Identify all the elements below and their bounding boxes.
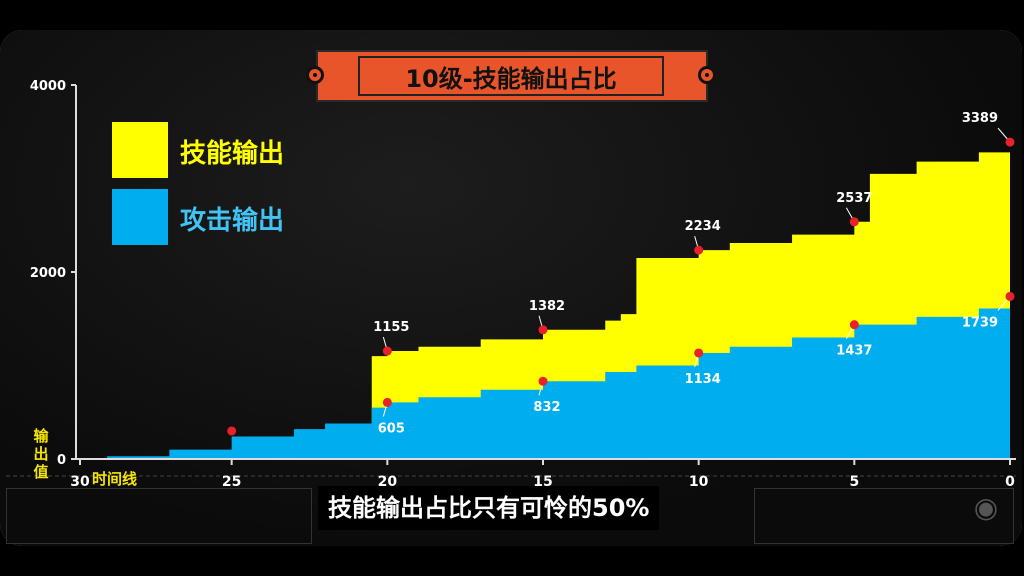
bottom-panel-left [6, 488, 312, 544]
legend-swatch-skill [112, 122, 168, 178]
annotation-marker [694, 348, 704, 358]
chart-title: 10级-技能输出占比 [405, 64, 617, 93]
y-tick-label: 0 [57, 453, 66, 468]
annotation-marker [1005, 291, 1015, 301]
annotation-marker [227, 426, 237, 436]
annotation-label: 1437 [836, 344, 872, 359]
series-area-attack [107, 296, 1011, 459]
video-subtitle: 技能输出占比只有可怜的50% [318, 486, 660, 530]
y-axis-name-3: 值 [33, 463, 49, 481]
annotation-label: 605 [378, 421, 405, 436]
annotation-label: 3389 [962, 111, 998, 126]
legend-label-skill: 技能输出 [180, 139, 285, 169]
annotation-label: 832 [533, 400, 560, 415]
legend-label-attack: 攻击输出 [180, 206, 285, 236]
annotation-marker [849, 217, 859, 227]
annotation-label: 1382 [529, 299, 565, 314]
y-tick-label: 4000 [30, 79, 66, 94]
annotation-label: 1739 [962, 315, 998, 330]
y-axis-name-1: 输 [33, 427, 49, 445]
bottom-panel-right [754, 488, 1014, 544]
y-tick-label: 2000 [30, 266, 66, 281]
x-axis-name: 时间线 [92, 470, 138, 488]
x-tick-label: 10 [689, 474, 709, 490]
annotation-marker [694, 245, 704, 255]
annotation-marker [538, 376, 548, 386]
annotation-marker [1005, 137, 1015, 147]
annotation-label: 2234 [685, 219, 721, 234]
x-tick-label: 30 [70, 474, 90, 490]
annotation-label: 2537 [836, 191, 872, 206]
annotation-marker [849, 320, 859, 330]
annotation-marker [382, 397, 392, 407]
bilibili-watermark-icon: ◉ [973, 491, 999, 524]
target-icon-left [306, 66, 324, 84]
annotation-marker [382, 346, 392, 356]
annotation-label: 1155 [373, 320, 409, 335]
x-tick-label: 5 [849, 474, 859, 490]
annotation-marker [538, 325, 548, 335]
x-tick-label: 25 [222, 474, 241, 490]
target-icon-right [698, 66, 716, 84]
y-axis-name-2: 出 [33, 445, 49, 463]
title-inner: 10级-技能输出占比 [358, 56, 664, 96]
legend-swatch-attack [112, 189, 168, 245]
annotation-label: 1134 [685, 372, 721, 387]
x-tick-label: 0 [1005, 474, 1015, 490]
